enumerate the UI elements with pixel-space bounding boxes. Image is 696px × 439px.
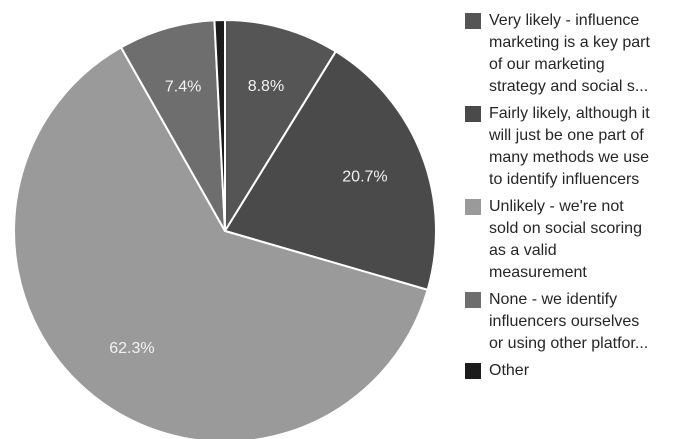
legend-label-other: Other	[489, 362, 530, 379]
legend-swatch-unlikely	[465, 199, 481, 215]
legend-swatch-none	[465, 292, 481, 308]
legend-swatch-very-likely	[465, 13, 481, 29]
pie-data-label-very-likely: 8.8%	[248, 78, 284, 95]
pie-chart: 8.8% 20.7% 62.3% 7.4%	[13, 19, 437, 439]
pie-slice-fairly-likely[interactable]	[224, 50, 437, 291]
legend-item-very-likely[interactable]: Very likely - influence marketing is a k…	[465, 10, 694, 98]
pie-data-label-fairly-likely: 20.7%	[342, 169, 387, 186]
legend-label-unlikely: Unlikely - we're not sold on social scor…	[489, 198, 642, 281]
pie-slice-other[interactable]	[213, 19, 226, 232]
pie-slice-unlikely[interactable]	[13, 46, 429, 439]
pie-data-label-unlikely: 62.3%	[109, 340, 154, 357]
pie-slice-none[interactable]	[120, 19, 226, 232]
legend-label-fairly-likely: Fairly likely, although it will just be …	[489, 105, 650, 188]
legend-item-fairly-likely[interactable]: Fairly likely, although it will just be …	[465, 103, 694, 191]
legend-item-other[interactable]: Other	[465, 360, 694, 382]
legend-label-very-likely: Very likely - influence marketing is a k…	[489, 12, 650, 95]
pie-slice-very-likely[interactable]	[224, 19, 337, 232]
legend-item-none[interactable]: None - we identify influencers ourselves…	[465, 289, 694, 355]
legend-swatch-fairly-likely	[465, 106, 481, 122]
legend-item-unlikely[interactable]: Unlikely - we're not sold on social scor…	[465, 196, 694, 284]
legend-label-none: None - we identify influencers ourselves…	[489, 291, 649, 352]
chart-legend: Very likely - influence marketing is a k…	[465, 10, 694, 387]
legend-swatch-other	[465, 363, 481, 379]
pie-chart-svg: 8.8% 20.7% 62.3% 7.4%	[13, 19, 437, 439]
pie-data-label-none: 7.4%	[165, 78, 201, 95]
